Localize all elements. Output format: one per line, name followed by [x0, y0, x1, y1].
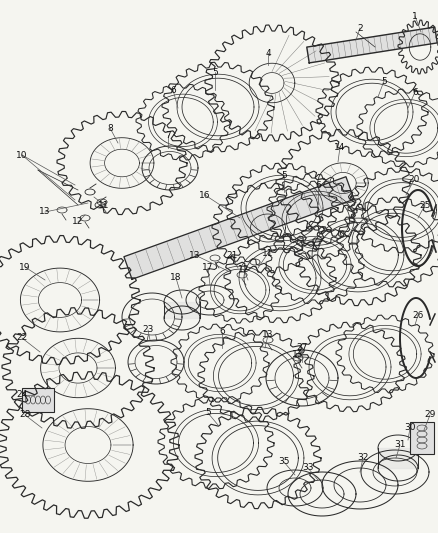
Text: 22: 22 [16, 334, 28, 343]
Text: 6: 6 [170, 85, 176, 94]
Polygon shape [124, 177, 353, 279]
Text: 13: 13 [292, 351, 303, 359]
Text: 17: 17 [202, 263, 213, 272]
Text: 16: 16 [199, 190, 210, 199]
Text: 7: 7 [165, 131, 170, 140]
Text: 14: 14 [334, 142, 345, 151]
Text: 25: 25 [418, 200, 430, 209]
Text: 19: 19 [19, 262, 31, 271]
Text: 13: 13 [261, 330, 273, 340]
FancyBboxPatch shape [409, 422, 433, 454]
Text: 5: 5 [212, 68, 217, 77]
Text: 24: 24 [16, 391, 28, 400]
Text: 6: 6 [219, 327, 224, 336]
Text: 5: 5 [205, 408, 210, 417]
Polygon shape [306, 27, 436, 63]
Text: 32: 32 [357, 454, 368, 463]
Text: 18: 18 [170, 273, 181, 282]
Text: 1: 1 [411, 12, 417, 20]
Text: 20: 20 [407, 175, 419, 184]
Text: 13: 13 [189, 251, 200, 260]
Text: 12: 12 [238, 265, 249, 274]
Text: 29: 29 [424, 410, 434, 419]
Text: 35: 35 [278, 457, 289, 466]
Text: 23: 23 [142, 326, 153, 335]
Text: 26: 26 [411, 311, 423, 319]
Text: 28: 28 [19, 410, 31, 419]
Text: 5: 5 [280, 172, 286, 181]
Text: 12: 12 [72, 217, 84, 227]
Text: 30: 30 [403, 424, 415, 432]
Text: 21: 21 [226, 251, 237, 260]
Text: 6: 6 [411, 87, 417, 96]
Text: 10: 10 [16, 150, 28, 159]
Text: 6: 6 [314, 182, 320, 190]
FancyBboxPatch shape [22, 388, 54, 412]
Text: 11: 11 [261, 248, 273, 257]
Text: 2: 2 [357, 23, 362, 33]
Text: 5: 5 [380, 77, 386, 85]
Text: 13: 13 [39, 207, 51, 216]
Text: 31: 31 [393, 440, 405, 449]
Text: 33: 33 [301, 464, 313, 472]
Text: 11: 11 [98, 200, 110, 209]
Text: 8: 8 [107, 124, 113, 133]
Text: 4: 4 [265, 49, 270, 58]
Text: 27: 27 [296, 343, 307, 352]
